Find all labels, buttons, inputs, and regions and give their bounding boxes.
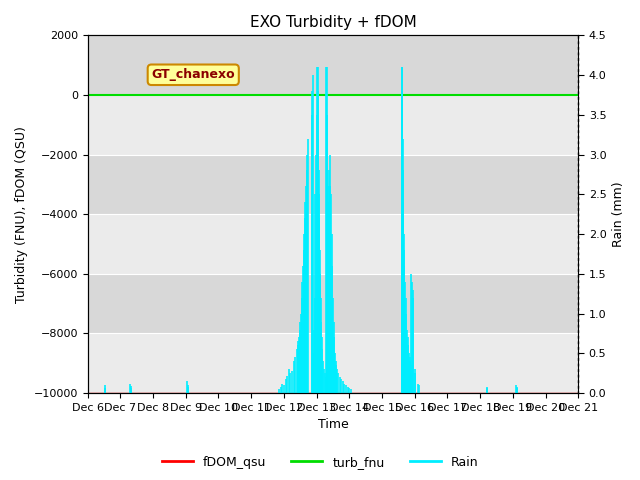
Y-axis label: Turbidity (FNU), fDOM (QSU): Turbidity (FNU), fDOM (QSU) bbox=[15, 126, 28, 303]
Bar bbox=[88, 214, 579, 274]
Bar bbox=[88, 155, 579, 214]
Bar bbox=[88, 95, 579, 155]
Bar bbox=[88, 274, 579, 334]
Bar bbox=[88, 36, 579, 95]
Legend: fDOM_qsu, turb_fnu, Rain: fDOM_qsu, turb_fnu, Rain bbox=[157, 451, 483, 474]
Text: GT_chanexo: GT_chanexo bbox=[152, 68, 235, 81]
Y-axis label: Rain (mm): Rain (mm) bbox=[612, 181, 625, 247]
Bar bbox=[88, 334, 579, 393]
X-axis label: Time: Time bbox=[317, 419, 348, 432]
Title: EXO Turbidity + fDOM: EXO Turbidity + fDOM bbox=[250, 15, 417, 30]
